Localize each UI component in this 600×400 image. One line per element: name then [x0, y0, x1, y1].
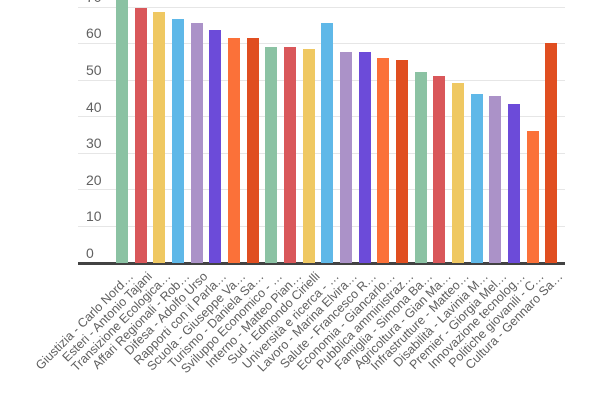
y-tick-label: 70	[86, 0, 102, 4]
bar[interactable]	[134, 8, 147, 263]
bar[interactable]	[395, 59, 408, 263]
y-tick-label: 60	[86, 25, 102, 42]
bar[interactable]	[545, 43, 558, 263]
x-axis-line	[78, 262, 565, 265]
bar[interactable]	[227, 37, 240, 263]
bar[interactable]	[190, 23, 203, 263]
bar[interactable]	[246, 37, 259, 263]
bar[interactable]	[283, 46, 296, 263]
y-tick-label: 0	[86, 245, 94, 261]
y-tick-label: 10	[86, 208, 102, 225]
y-tick-label: 40	[86, 98, 102, 115]
bar[interactable]	[470, 94, 483, 263]
bar[interactable]	[507, 103, 520, 263]
bar[interactable]	[116, 0, 128, 263]
bar[interactable]	[433, 76, 446, 263]
bar[interactable]	[321, 23, 334, 263]
y-tick-label: 50	[86, 62, 102, 78]
y-tick-label: 30	[86, 135, 102, 152]
y-tick-label: 20	[86, 171, 102, 188]
bar[interactable]	[358, 52, 371, 263]
bar[interactable]	[451, 83, 464, 263]
bar[interactable]	[339, 52, 352, 263]
bar[interactable]	[265, 46, 278, 263]
bar[interactable]	[209, 30, 222, 263]
bar[interactable]	[377, 57, 390, 263]
bar[interactable]	[171, 19, 184, 263]
bar[interactable]	[526, 130, 539, 263]
bar[interactable]	[489, 96, 502, 263]
bar[interactable]	[153, 12, 166, 263]
gridline	[78, 6, 565, 8]
bar[interactable]	[414, 72, 427, 263]
bar[interactable]	[302, 48, 315, 263]
